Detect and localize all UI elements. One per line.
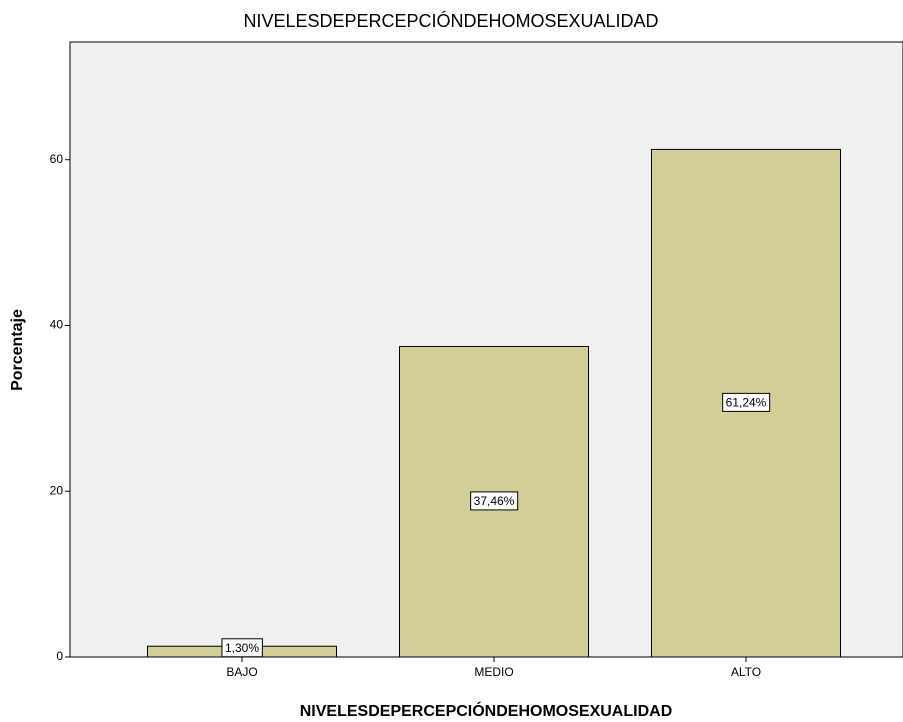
y-tick-label: 60 (50, 152, 64, 166)
x-tick-label: ALTO (731, 665, 761, 679)
value-label-box (722, 392, 771, 412)
y-axis-title: Porcentaje (9, 309, 26, 391)
y-tick-label: 0 (56, 649, 63, 663)
value-label: 61,24% (726, 395, 767, 409)
y-tick-label: 40 (50, 318, 64, 332)
chart-title: NIVELESDEPERCEPCIÓNDEHOMOSEXUALIDAD (243, 10, 658, 31)
value-label: 37,46% (474, 494, 515, 508)
x-tick-label: BAJO (226, 665, 257, 679)
x-axis-title: NIVELESDEPERCEPCIÓNDEHOMOSEXUALIDAD (300, 701, 673, 720)
x-tick-label: MEDIO (474, 665, 513, 679)
value-label-box (470, 491, 519, 511)
value-label: 1,30% (225, 641, 259, 655)
y-tick-label: 20 (50, 483, 64, 497)
